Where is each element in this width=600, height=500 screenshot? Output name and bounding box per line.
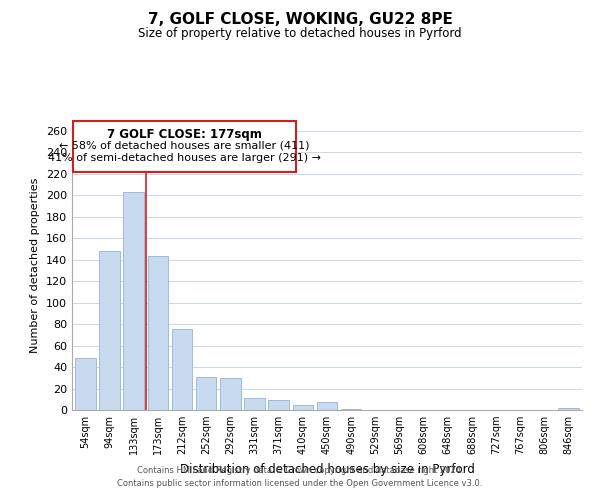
Text: 41% of semi-detached houses are larger (291) →: 41% of semi-detached houses are larger (… — [48, 154, 321, 164]
FancyBboxPatch shape — [73, 121, 296, 172]
Text: ← 58% of detached houses are smaller (411): ← 58% of detached houses are smaller (41… — [59, 140, 310, 150]
Bar — [99, 251, 120, 410]
Bar — [268, 400, 289, 410]
Text: 7, GOLF CLOSE, WOKING, GU22 8PE: 7, GOLF CLOSE, WOKING, GU22 8PE — [148, 12, 452, 28]
Bar — [341, 409, 361, 410]
Text: 7 GOLF CLOSE: 177sqm: 7 GOLF CLOSE: 177sqm — [107, 128, 262, 140]
Bar — [293, 404, 313, 410]
Bar — [124, 192, 144, 410]
Bar — [244, 398, 265, 410]
Text: Size of property relative to detached houses in Pyrford: Size of property relative to detached ho… — [138, 28, 462, 40]
Bar — [148, 256, 168, 410]
Bar — [559, 408, 579, 410]
Bar — [172, 330, 192, 410]
Text: Contains HM Land Registry data © Crown copyright and database right 2024.
Contai: Contains HM Land Registry data © Crown c… — [118, 466, 482, 487]
Bar — [220, 378, 241, 410]
X-axis label: Distribution of detached houses by size in Pyrford: Distribution of detached houses by size … — [179, 462, 475, 475]
Bar — [75, 358, 95, 410]
Bar — [317, 402, 337, 410]
Y-axis label: Number of detached properties: Number of detached properties — [31, 178, 40, 352]
Bar — [196, 376, 217, 410]
